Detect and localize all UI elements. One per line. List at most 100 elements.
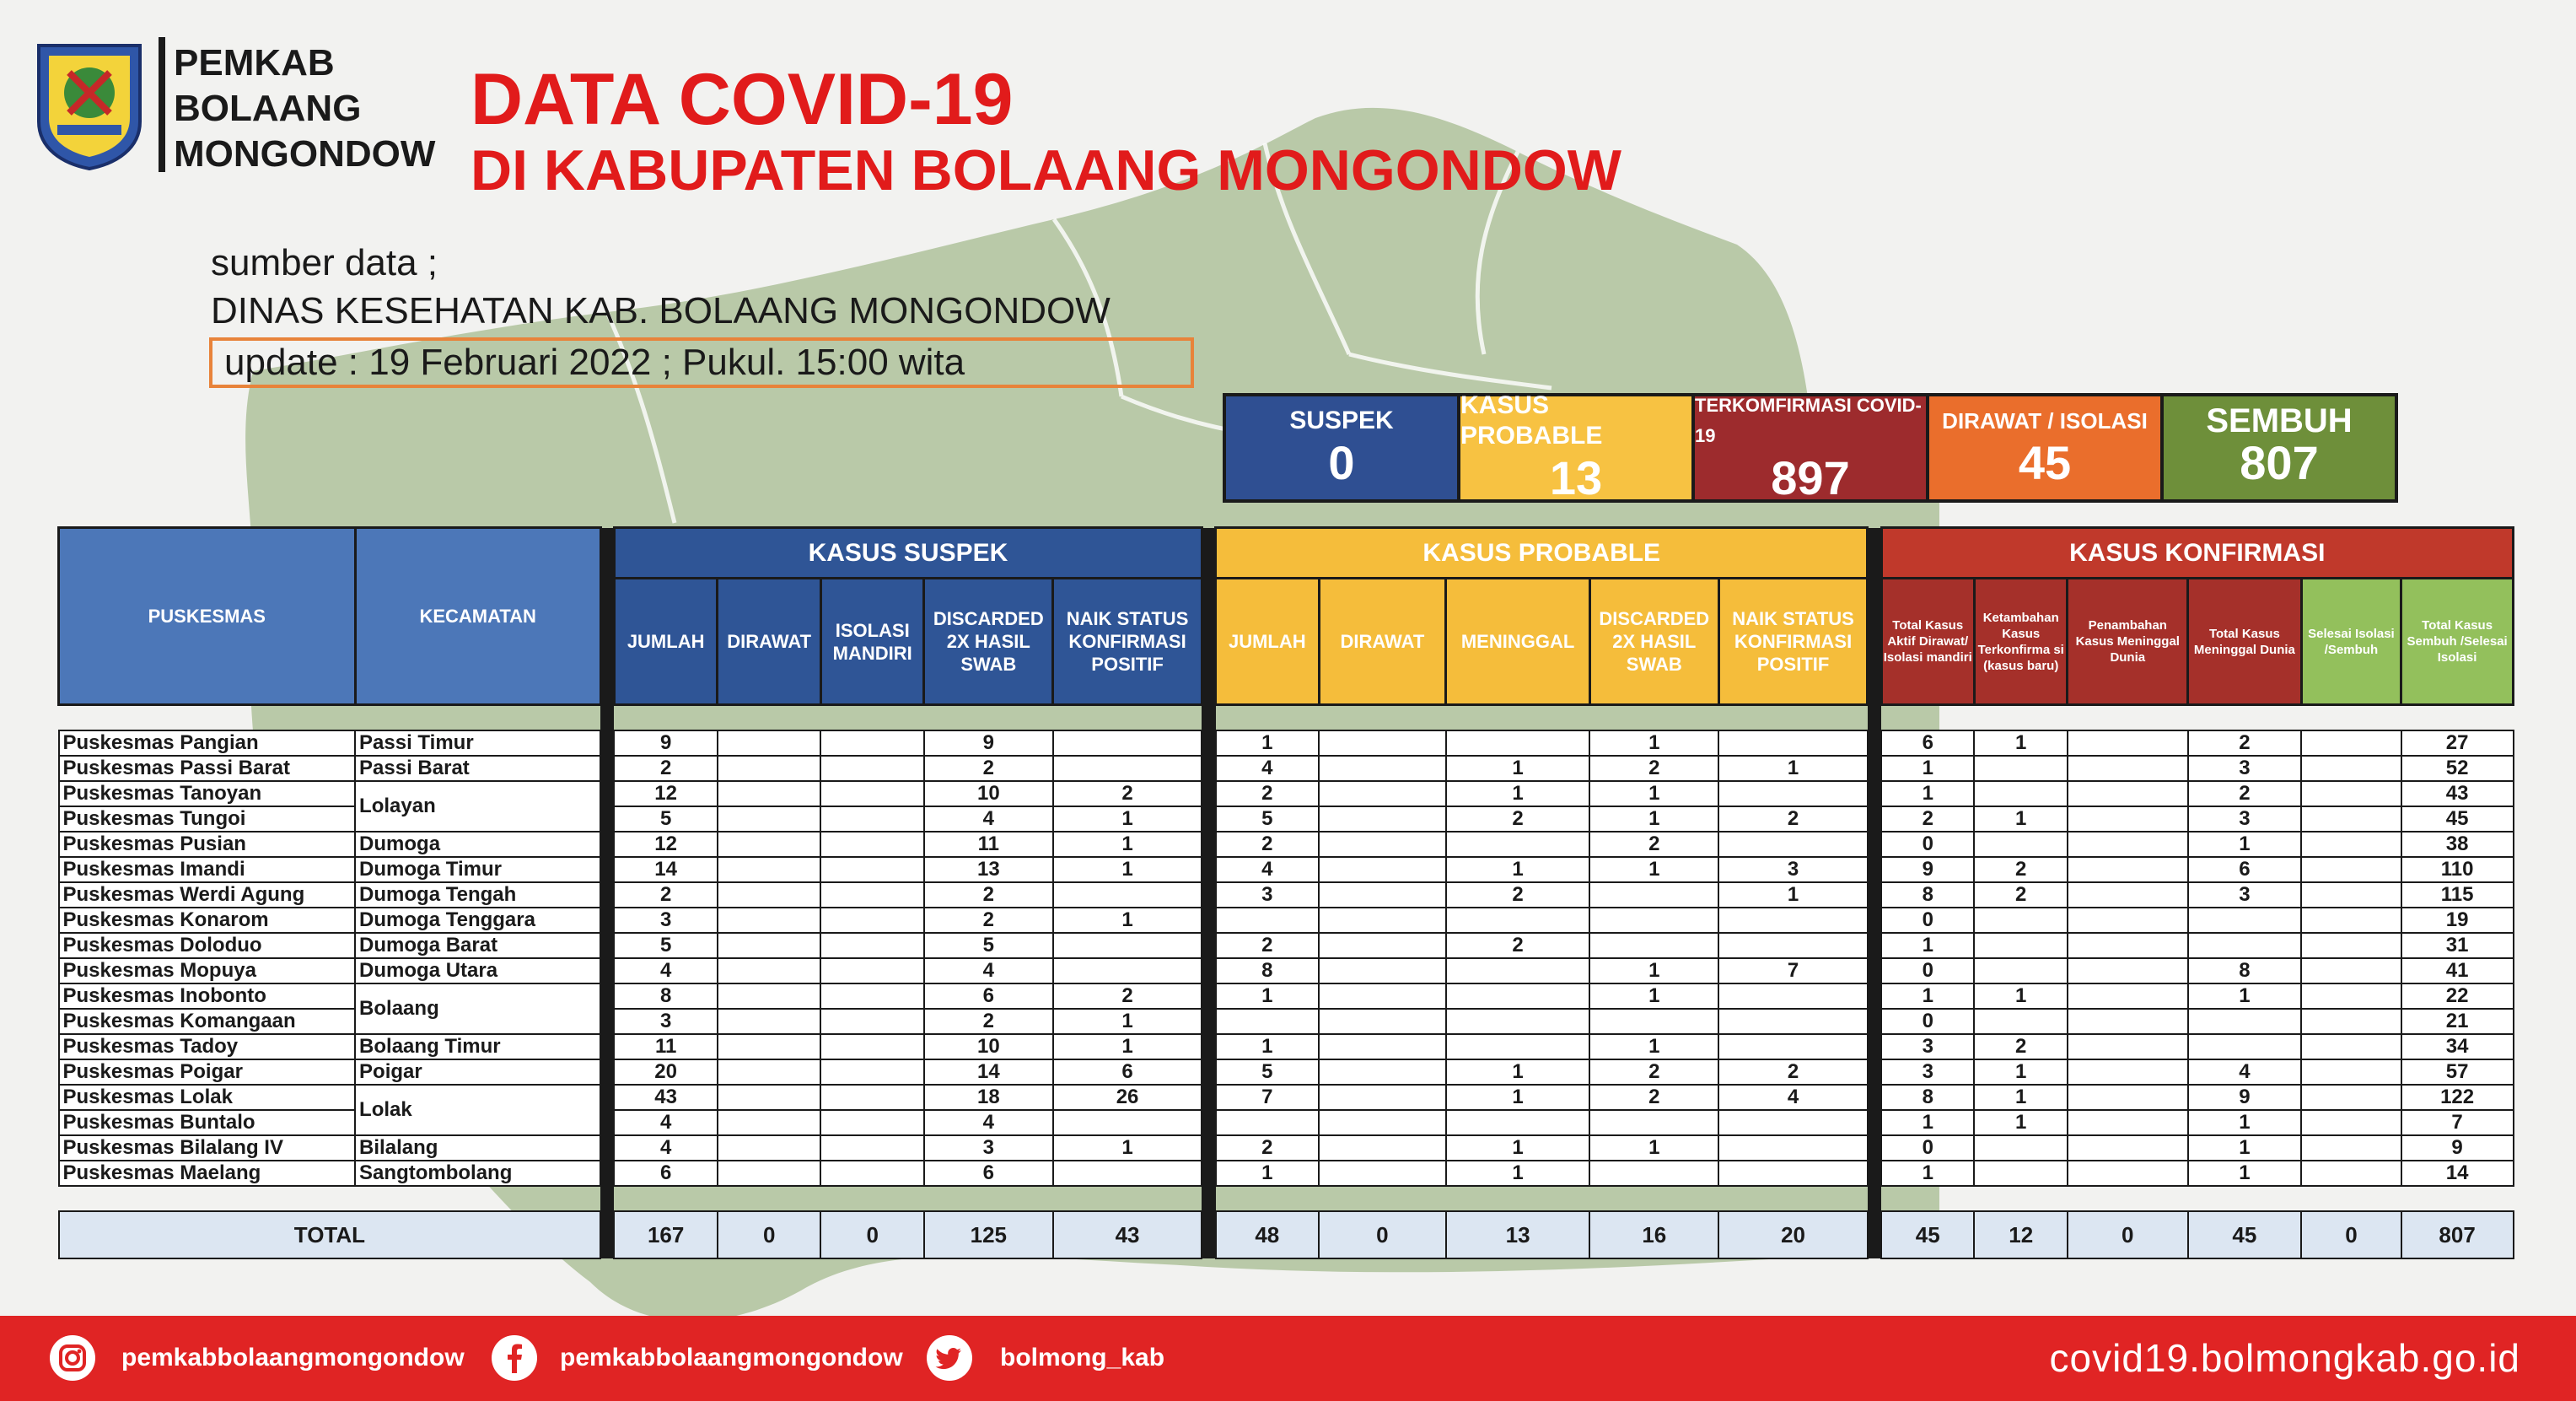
cell-puskesmas: Puskesmas Imandi <box>57 855 357 883</box>
cell-value: 14 <box>2400 1159 2514 1187</box>
cell-value <box>716 982 822 1010</box>
column-separator <box>1867 1210 1881 1258</box>
cell-value: 1 <box>1444 1134 1591 1161</box>
cell-kecamatan: Dumoga Barat <box>354 931 602 959</box>
total-value: 167 <box>613 1210 718 1259</box>
cell-value: 1 <box>1214 1032 1320 1060</box>
cell-kecamatan: Passi Timur <box>354 729 602 757</box>
cell-value: 115 <box>2400 881 2514 908</box>
total-value: 0 <box>1318 1210 1447 1259</box>
cell-value <box>1214 1007 1320 1035</box>
cell-value: 122 <box>2400 1083 2514 1111</box>
cell-value <box>1589 881 1720 908</box>
cell-value <box>2066 754 2189 782</box>
cell-value <box>2066 956 2189 984</box>
summary-label: KASUS PROBABLE <box>1460 391 1603 450</box>
col-probable-jumlah: JUMLAH <box>1214 577 1320 706</box>
cell-value <box>1318 1083 1447 1111</box>
cell-value: 1 <box>1973 1108 2068 1136</box>
cell-value <box>1318 931 1447 959</box>
cell-kecamatan: Dumoga <box>354 830 602 858</box>
table-row: Puskesmas Komangaan 3 2 1 0 21 <box>57 1007 2514 1035</box>
cell-value <box>2300 956 2402 984</box>
cell-value: 7 <box>2400 1108 2514 1136</box>
col-konf-selesai-isolasi: Selesai Isolasi /Sembuh <box>2299 577 2403 706</box>
column-separator <box>600 983 615 1009</box>
cell-value <box>2300 1083 2402 1111</box>
col-probable-discarded: DISCARDED 2X HASIL SWAB <box>1588 577 1720 706</box>
cell-value <box>2300 805 2402 833</box>
table-row: Puskesmas Inobonto Bolaang 8 6 2 1 1 1 1 1 22 <box>57 982 2514 1035</box>
column-separator <box>600 1160 615 1186</box>
source-label: sumber data ; <box>211 242 438 283</box>
cell-value <box>2186 1032 2303 1060</box>
column-separator <box>600 1185 615 1211</box>
cell-value <box>820 931 925 959</box>
col-probable-naik-status: NAIK STATUS KONFIRMASI POSITIF <box>1717 577 1869 706</box>
cell-value: 1 <box>1589 729 1720 757</box>
cell-value: 0 <box>1880 1134 1976 1161</box>
cell-value <box>1718 779 1869 807</box>
cell-kecamatan: Lolak <box>354 1083 602 1136</box>
cell-value <box>1318 1007 1447 1035</box>
cell-value: 3 <box>613 1007 718 1035</box>
table-row: Puskesmas Maelang Sangtombolang 6 6 1 1 1 1 14 <box>57 1159 2514 1187</box>
cell-value <box>716 1159 822 1187</box>
cell-value: 4 <box>1214 855 1320 883</box>
twitter-handle[interactable]: bolmong_kab <box>1000 1344 1165 1371</box>
cell-value <box>2300 1032 2402 1060</box>
cell-value: 1 <box>1718 881 1869 908</box>
column-separator <box>600 780 615 806</box>
cell-value: 6 <box>2186 855 2303 883</box>
summary-suspek: SUSPEK 0 <box>1226 396 1457 499</box>
cell-value <box>2300 754 2402 782</box>
column-separator <box>600 932 615 958</box>
cell-value <box>2300 931 2402 959</box>
cell-value <box>820 956 925 984</box>
website-url[interactable]: covid19.bolmongkab.go.id <box>2049 1336 2520 1380</box>
summary-dirawat: DIRAWAT / ISOLASI 45 <box>1929 396 2160 499</box>
cell-value: 1 <box>1051 855 1203 883</box>
column-separator <box>1202 1109 1216 1135</box>
total-value: 48 <box>1214 1210 1320 1259</box>
col-suspek-jumlah: JUMLAH <box>612 577 719 706</box>
cell-value: 2 <box>1589 830 1720 858</box>
cell-value: 2 <box>1444 931 1591 959</box>
spacer-cell <box>59 705 601 730</box>
cell-value <box>716 881 822 908</box>
cell-value <box>1718 1007 1869 1035</box>
instagram-handle[interactable]: pemkabbolaangmongondow <box>121 1344 465 1371</box>
cell-value: 3 <box>2186 754 2303 782</box>
cell-value <box>1444 956 1591 984</box>
facebook-handle[interactable]: pemkabbolaangmongondow <box>560 1344 903 1371</box>
cell-value <box>2066 1083 2189 1111</box>
covid-data-table: PUSKESMAS KECAMATAN KASUS SUSPEK KASUS P… <box>57 526 2514 1259</box>
cell-value: 2 <box>922 906 1054 934</box>
summary-value: 897 <box>1771 451 1850 504</box>
cell-value <box>820 1134 925 1161</box>
cell-puskesmas: Puskesmas Tadoy <box>57 1032 357 1060</box>
spacer-cell <box>1881 705 2514 730</box>
cell-value <box>1051 1159 1203 1187</box>
cell-value <box>1589 1108 1720 1136</box>
cell-value <box>1973 754 2068 782</box>
cell-value <box>2300 729 2402 757</box>
cell-value: 1 <box>1589 855 1720 883</box>
cell-value: 8 <box>1880 1083 1976 1111</box>
cell-value: 2 <box>1880 805 1976 833</box>
cell-value: 5 <box>613 931 718 959</box>
cell-value <box>1718 982 1869 1010</box>
cell-value: 1 <box>1051 1007 1203 1035</box>
cell-value: 2 <box>2186 779 2303 807</box>
cell-value: 1 <box>1589 982 1720 1010</box>
col-suspek-dirawat: DIRAWAT <box>716 577 822 706</box>
cell-value: 1 <box>1589 1134 1720 1161</box>
cell-value <box>1444 1007 1591 1035</box>
cell-value <box>1718 931 1869 959</box>
group-kasus-konfirmasi: KASUS KONFIRMASI <box>1880 526 2514 579</box>
facebook-icon <box>492 1335 537 1381</box>
column-separator <box>1867 1008 1881 1034</box>
col-konf-baru: Ketambahan Kasus Terkonfirma si (kasus b… <box>1972 577 2069 706</box>
column-separator <box>600 831 615 857</box>
group-kasus-probable: KASUS PROBABLE <box>1214 526 1869 579</box>
